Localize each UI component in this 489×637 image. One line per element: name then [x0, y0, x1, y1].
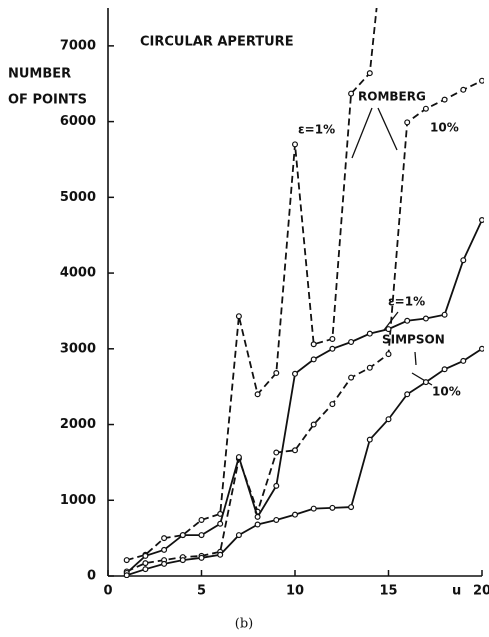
point — [329, 401, 336, 408]
point — [404, 317, 411, 324]
point — [366, 70, 373, 77]
point — [348, 338, 355, 345]
plot-area — [123, 8, 484, 578]
point — [479, 345, 484, 352]
point — [348, 504, 355, 511]
point — [479, 77, 484, 84]
point — [142, 552, 149, 559]
point — [422, 105, 429, 112]
point — [273, 370, 280, 377]
point — [198, 516, 205, 523]
point — [460, 86, 467, 93]
point — [142, 566, 149, 573]
point — [460, 357, 467, 364]
y-tick-label: 2000 — [60, 417, 96, 432]
series-line — [126, 219, 483, 574]
point — [292, 447, 299, 454]
point — [385, 351, 392, 358]
point — [254, 391, 261, 398]
point — [366, 436, 373, 443]
point — [329, 504, 336, 511]
arrow — [351, 107, 373, 159]
point — [273, 516, 280, 523]
point — [179, 557, 186, 564]
y-tick-label: 7000 — [60, 38, 96, 53]
point — [161, 560, 168, 567]
point — [179, 532, 186, 539]
point — [385, 416, 392, 423]
annotation: ε=1% — [298, 123, 335, 137]
arrow — [377, 107, 398, 151]
arrow — [414, 351, 417, 366]
point — [460, 257, 467, 264]
annotation: 10% — [430, 121, 459, 135]
y-tick-label: 0 — [87, 569, 96, 584]
point — [142, 560, 149, 567]
y-tick-label: 5000 — [60, 190, 96, 205]
point — [273, 482, 280, 489]
point — [310, 341, 317, 348]
point — [235, 313, 242, 320]
point — [292, 370, 299, 377]
x-tick-label: 20 — [473, 584, 489, 599]
point — [273, 449, 280, 456]
point — [404, 391, 411, 398]
point — [404, 119, 411, 126]
point — [235, 454, 242, 461]
point — [292, 141, 299, 148]
point — [161, 535, 168, 542]
point — [348, 90, 355, 97]
x-tick-label: 10 — [286, 584, 304, 599]
point — [123, 557, 130, 564]
point — [254, 513, 261, 520]
point — [422, 315, 429, 322]
point — [198, 532, 205, 539]
x-tick-label: 15 — [379, 584, 397, 599]
y-tick-label: 6000 — [60, 114, 96, 129]
point — [217, 520, 224, 527]
series-line — [126, 348, 483, 577]
point — [254, 521, 261, 528]
point — [385, 326, 392, 333]
point — [198, 554, 205, 561]
point — [441, 366, 448, 373]
x-tick-label: 5 — [197, 584, 206, 599]
point — [310, 505, 317, 512]
point — [310, 356, 317, 363]
point — [161, 546, 168, 553]
annotation: SIMPSON — [382, 333, 445, 347]
y-tick-label: 4000 — [60, 266, 96, 281]
y-tick-label: 1000 — [60, 493, 96, 508]
caption: (b) — [235, 617, 253, 632]
point — [441, 311, 448, 318]
point — [329, 335, 336, 342]
point — [217, 551, 224, 558]
chart-title: CIRCULAR APERTURE — [140, 35, 294, 50]
point — [348, 374, 355, 381]
y-axis-label: OF POINTS — [8, 93, 87, 108]
series-line — [126, 79, 483, 573]
point — [235, 532, 242, 539]
x-tick-label: 0 — [103, 584, 112, 599]
point — [329, 345, 336, 352]
point — [422, 379, 429, 386]
point — [366, 330, 373, 337]
y-tick-label: 3000 — [60, 341, 96, 356]
annotation: ε=1% — [388, 295, 425, 309]
annotation: 10% — [432, 385, 461, 399]
y-axis-label: NUMBER — [8, 67, 71, 82]
annotation: ROMBERG — [358, 90, 426, 104]
point — [310, 421, 317, 428]
point — [479, 217, 484, 224]
point — [123, 572, 130, 578]
point — [366, 364, 373, 371]
x-axis-label: u — [452, 584, 461, 599]
series-line — [126, 8, 378, 561]
point — [441, 96, 448, 103]
point — [292, 511, 299, 518]
